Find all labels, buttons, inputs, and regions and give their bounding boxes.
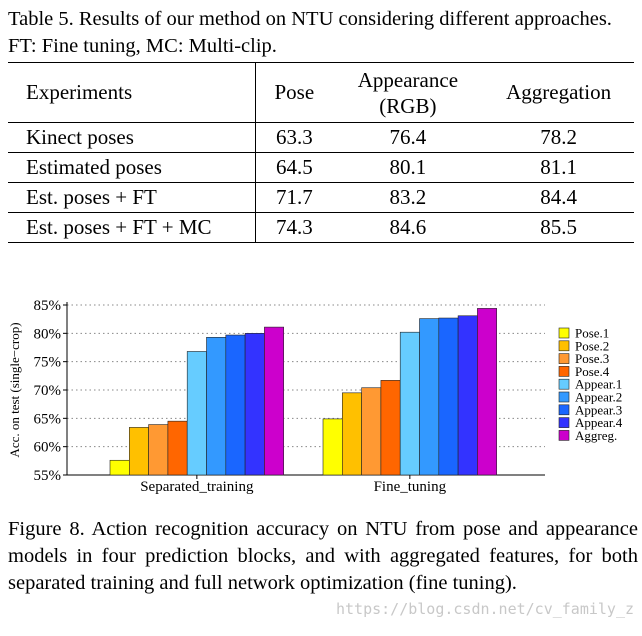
cell-pose: 63.3 [275, 125, 313, 149]
table-header-row: Experiments Pose Appearance (RGB) Aggreg… [8, 62, 634, 123]
cell-appearance: 76.4 [389, 125, 427, 149]
cell-appearance: 80.1 [389, 155, 427, 179]
legend-label: Appear.1 [575, 377, 622, 392]
y-tick-label: 65% [34, 411, 62, 427]
cell-appearance: 84.6 [389, 215, 427, 239]
cell-aggregation: 81.1 [540, 155, 577, 179]
table-row: Kinect poses 63.3 76.4 78.2 [8, 122, 634, 153]
legend-swatch [558, 417, 570, 428]
y-axis-label: Acc. on test (single−crop) [7, 322, 22, 457]
header-appearance: Appearance (RGB) [333, 63, 484, 123]
legend-swatch [558, 366, 570, 377]
cell-pose: 71.7 [275, 185, 313, 209]
table-row: Est. poses + FT 71.7 83.2 84.4 [8, 182, 634, 213]
cell-experiment: Est. poses + FT [8, 182, 257, 213]
legend-swatch [558, 404, 570, 416]
bar-pose4-separated-training [167, 420, 188, 476]
legend-swatch [558, 430, 570, 441]
bar-pose3-separated-training [148, 424, 169, 476]
y-tick-label: 70% [34, 383, 62, 399]
y-tick-label: 60% [34, 440, 62, 456]
bar-pose1-fine-tuning [322, 418, 343, 476]
bar-appear2-separated-training [206, 336, 227, 476]
header-pose: Pose [274, 80, 315, 104]
bar-aggreg-separated-training [264, 326, 284, 476]
legend-swatch [558, 327, 570, 339]
legend-label: Appear.2 [575, 390, 622, 405]
header-experiments: Experiments [8, 62, 257, 123]
cell-experiment: Estimated poses [8, 152, 257, 183]
legend-swatch [558, 391, 570, 403]
bar-appear4-separated-training [244, 333, 265, 476]
bar-appear2-fine-tuning [419, 318, 440, 476]
header-appearance-line1: Appearance [357, 67, 459, 92]
cell-experiment: Est. poses + FT + MC [8, 212, 257, 243]
y-tick-label: 55% [34, 468, 62, 484]
results-table: Experiments Pose Appearance (RGB) Aggreg… [8, 62, 634, 243]
y-tick-label: 80% [34, 326, 62, 342]
legend-label: Aggreg. [575, 428, 617, 443]
cell-aggregation: 84.4 [540, 185, 577, 209]
bar-appear4-fine-tuning [457, 315, 478, 476]
bar-pose1-separated-training [109, 459, 130, 476]
cell-pose: 74.3 [275, 215, 313, 239]
legend-label: Appear.4 [575, 415, 623, 430]
accuracy-bar-chart: 55% 60% 65% 70% 75% 80% 85% Acc. on test (singl… [7, 298, 623, 495]
x-tick-label: Separated_training [140, 479, 254, 495]
watermark: https://blog.csdn.net/cv_family_z [335, 600, 634, 618]
bar-appear3-separated-training [225, 334, 246, 476]
cell-experiment: Kinect poses [8, 122, 257, 153]
x-tick-label: Fine_tuning [374, 479, 447, 495]
legend-swatch [558, 340, 570, 352]
legend-swatch [558, 378, 570, 390]
cell-aggregation: 85.5 [540, 215, 577, 239]
header-appearance-line2: (RGB) [379, 93, 437, 118]
legend-label: Appear.3 [575, 402, 622, 417]
table-row: Estimated poses 64.5 80.1 81.1 [8, 152, 634, 183]
table-caption: Table 5. Results of our method on NTU co… [8, 8, 612, 57]
cell-aggregation: 78.2 [540, 125, 577, 149]
legend-label: Pose.2 [575, 338, 609, 353]
bar-pose2-separated-training [129, 427, 149, 476]
bar-pose4-fine-tuning [380, 380, 401, 476]
bar-aggreg-fine-tuning [477, 308, 497, 476]
legend-label: Pose.4 [575, 364, 610, 379]
bar-pose3-fine-tuning [361, 387, 382, 476]
cell-appearance: 83.2 [389, 185, 427, 209]
bar-appear1-separated-training [186, 351, 207, 476]
cell-pose: 64.5 [275, 155, 313, 179]
legend-swatch [558, 353, 570, 364]
table-row: Est. poses + FT + MC 74.3 84.6 85.5 [8, 212, 634, 243]
legend-label: Pose.3 [575, 351, 609, 366]
figure-caption: Figure 8. Action recognition accuracy on… [8, 518, 638, 594]
y-tick-label: 75% [34, 355, 62, 371]
bar-appear1-fine-tuning [399, 331, 420, 476]
bar-appear3-fine-tuning [438, 317, 459, 476]
header-aggregation: Aggregation [506, 80, 612, 104]
y-tick-label: 85% [34, 298, 62, 314]
bar-pose2-fine-tuning [341, 392, 362, 476]
legend-label: Pose.1 [575, 326, 609, 341]
